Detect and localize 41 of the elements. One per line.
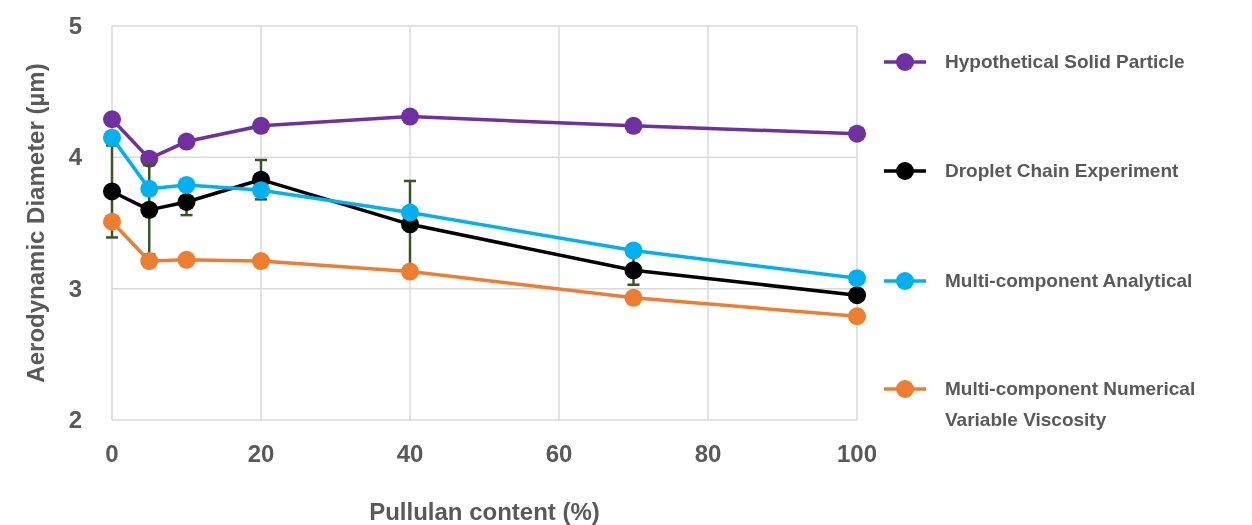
x-tick-label: 0 [105,440,119,467]
point [103,212,121,231]
point [252,252,270,271]
point [103,182,121,201]
point [140,179,159,198]
point [177,250,196,269]
point [848,269,866,288]
y-tick-label: 5 [68,12,82,39]
x-tick-label: 40 [396,440,424,467]
x-tick-label: 60 [545,440,573,467]
y-axis-title: Aerodynamic Diameter (µm) [22,63,49,383]
point [401,262,419,281]
x-tick-label: 20 [247,440,275,467]
point [401,203,419,222]
point [140,200,159,219]
point [252,181,270,200]
point [177,132,196,151]
point [103,110,121,129]
point [624,261,643,280]
legend-label: Droplet Chain Experiment [945,160,1179,181]
point [252,116,270,135]
y-tick-label: 2 [68,406,82,433]
y-tick-label: 3 [68,274,82,302]
point [177,175,196,194]
point [103,128,121,147]
point [140,252,159,271]
point [401,107,419,126]
x-tick-label: 80 [694,440,722,467]
x-tick-label: 100 [836,440,878,467]
point [624,241,643,260]
point [848,307,866,326]
point [624,288,643,307]
y-tick-label: 4 [68,143,83,171]
point [624,116,643,135]
legend-label: Hypothetical Solid Particle [945,51,1185,72]
legend-label: Multi-component Numerical Variable Viscosity [945,378,1196,430]
point [848,124,866,143]
x-axis-title: Pullulan content (%) [369,498,600,525]
legend-label: Multi-component Analytical [945,270,1193,291]
point [177,193,196,211]
point [848,286,866,305]
